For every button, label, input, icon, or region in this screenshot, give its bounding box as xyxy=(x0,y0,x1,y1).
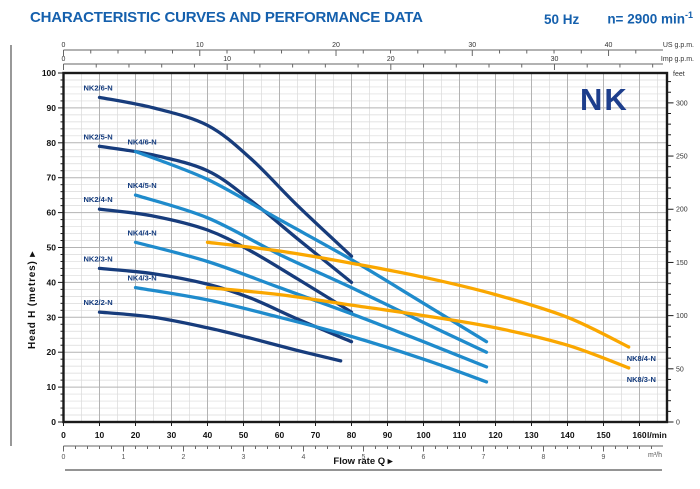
curve-nk2-2-n xyxy=(97,310,343,363)
m3h-tick-label: 9 xyxy=(602,454,606,461)
m3h-tick-label: 7 xyxy=(482,454,486,461)
feet-tick-label: 0 xyxy=(676,420,680,427)
metres-tick-label: 70 xyxy=(47,173,57,183)
m3h-tick-label: 3 xyxy=(242,454,246,461)
lmin-tick-label: 50 xyxy=(239,430,249,440)
plot-border xyxy=(62,71,669,424)
metres-tick-label: 60 xyxy=(47,208,57,218)
imp-gpm-tick-label: 0 xyxy=(62,56,66,63)
lmin-tick-label: 30 xyxy=(167,430,177,440)
x-axis-title: Flow rate Q ▸ xyxy=(333,456,393,467)
m3h-tick-label: 0 xyxy=(62,454,66,461)
curve-label-nk2-5-n: NK2/5-N xyxy=(84,132,113,141)
speed-exponent: -1 xyxy=(684,10,693,20)
operating-conditions: 50 Hz n= 2900 min-1 xyxy=(544,10,693,27)
us-gpm-tick-label: 20 xyxy=(332,42,340,49)
curve-label-nk4-5-n: NK4/5-N xyxy=(128,181,157,190)
curve-label-nk8-4-n: NK8/4-N xyxy=(627,354,656,363)
imp-gpm-tick-label: 30 xyxy=(551,56,559,63)
metres-tick-label: 10 xyxy=(47,382,57,392)
curve-label-nk4-6-n: NK4/6-N xyxy=(128,138,157,147)
lmin-tick-label: 100 xyxy=(416,430,430,440)
feet-tick-label: 200 xyxy=(676,207,688,214)
metres-tick-label: 0 xyxy=(51,417,56,427)
lmin-tick-label: 20 xyxy=(131,430,141,440)
y-axis-title: Head H (metres) ▸ xyxy=(27,251,38,349)
metres-tick-label: 20 xyxy=(47,347,57,357)
us-gpm-unit-label: US g.p.m. xyxy=(663,42,694,49)
metres-tick-label: 100 xyxy=(42,68,56,78)
metres-tick-label: 50 xyxy=(47,243,57,253)
metres-tick-label: 90 xyxy=(47,103,57,113)
m3h-tick-label: 4 xyxy=(302,454,306,461)
lmin-tick-label: 60 xyxy=(275,430,285,440)
lmin-tick-label: 0 xyxy=(61,430,66,440)
curve-nk8-3-n xyxy=(205,285,631,370)
m3h-tick-label: 8 xyxy=(542,454,546,461)
feet-unit-label: feet xyxy=(673,71,685,78)
m3h-tick-label: 6 xyxy=(422,454,426,461)
curve-label-nk2-2-n: NK2/2-N xyxy=(84,298,113,307)
curve-label-nk4-3-n: NK4/3-N xyxy=(128,274,157,283)
m3h-tick-label: 5 xyxy=(362,454,366,461)
curve-nk4-6-n xyxy=(133,149,489,344)
curve-label-nk2-4-n: NK2/4-N xyxy=(84,195,113,204)
metres-tick-label: 80 xyxy=(47,138,57,148)
lmin-tick-label: 10 xyxy=(95,430,105,440)
lmin-tick-label: 40 xyxy=(203,430,213,440)
curve-label-nk4-4-n: NK4/4-N xyxy=(128,228,157,237)
lmin-tick-label: 130 xyxy=(524,430,538,440)
curve-label-nk2-3-n: NK2/3-N xyxy=(84,254,113,263)
curve-nk2-6-n xyxy=(97,95,354,258)
lmin-tick-label: 110 xyxy=(453,430,467,440)
curve-nk4-3-n xyxy=(133,285,489,384)
feet-tick-label: 50 xyxy=(676,366,684,373)
feet-tick-label: 100 xyxy=(676,313,688,320)
curve-label-nk8-3-n: NK8/3-N xyxy=(627,375,656,384)
lmin-tick-label: 70 xyxy=(311,430,321,440)
nk-logo: NK xyxy=(580,82,629,117)
lmin-tick-label: 140 xyxy=(560,430,574,440)
lmin-unit-label: l/min xyxy=(647,430,667,440)
curve-nk4-5-n xyxy=(133,193,489,354)
m3h-unit-label: m³/h xyxy=(648,452,662,459)
us-gpm-tick-label: 30 xyxy=(468,42,476,49)
m3h-tick-label: 2 xyxy=(182,454,186,461)
curve-label-nk2-6-n: NK2/6-N xyxy=(84,83,113,92)
curve-nk2-5-n xyxy=(97,144,354,285)
us-gpm-tick-label: 40 xyxy=(605,42,613,49)
curve-nk4-4-n xyxy=(133,240,489,369)
m3h-tick-label: 1 xyxy=(122,454,126,461)
us-gpm-tick-label: 0 xyxy=(62,42,66,49)
curve-nk8-4-n xyxy=(205,240,631,349)
lmin-tick-label: 80 xyxy=(347,430,357,440)
lmin-tick-label: 120 xyxy=(488,430,502,440)
curve-nk2-4-n xyxy=(97,207,354,314)
imp-gpm-tick-label: 10 xyxy=(223,56,231,63)
metres-tick-label: 30 xyxy=(47,312,57,322)
speed-value: n= 2900 min xyxy=(607,11,685,27)
feet-tick-label: 300 xyxy=(676,100,688,107)
imp-gpm-unit-label: Imp g.p.m. xyxy=(661,56,694,63)
lmin-tick-label: 160 xyxy=(632,430,646,440)
feet-tick-label: 150 xyxy=(676,260,688,267)
lmin-tick-label: 150 xyxy=(596,430,610,440)
frequency-value: 50 Hz xyxy=(544,11,580,27)
lmin-tick-label: 90 xyxy=(383,430,393,440)
feet-tick-label: 250 xyxy=(676,154,688,161)
metres-tick-label: 40 xyxy=(47,277,57,287)
us-gpm-tick-label: 10 xyxy=(196,42,204,49)
page-title: CHARACTERISTIC CURVES AND PERFORMANCE DA… xyxy=(30,9,423,26)
imp-gpm-tick-label: 20 xyxy=(387,56,395,63)
